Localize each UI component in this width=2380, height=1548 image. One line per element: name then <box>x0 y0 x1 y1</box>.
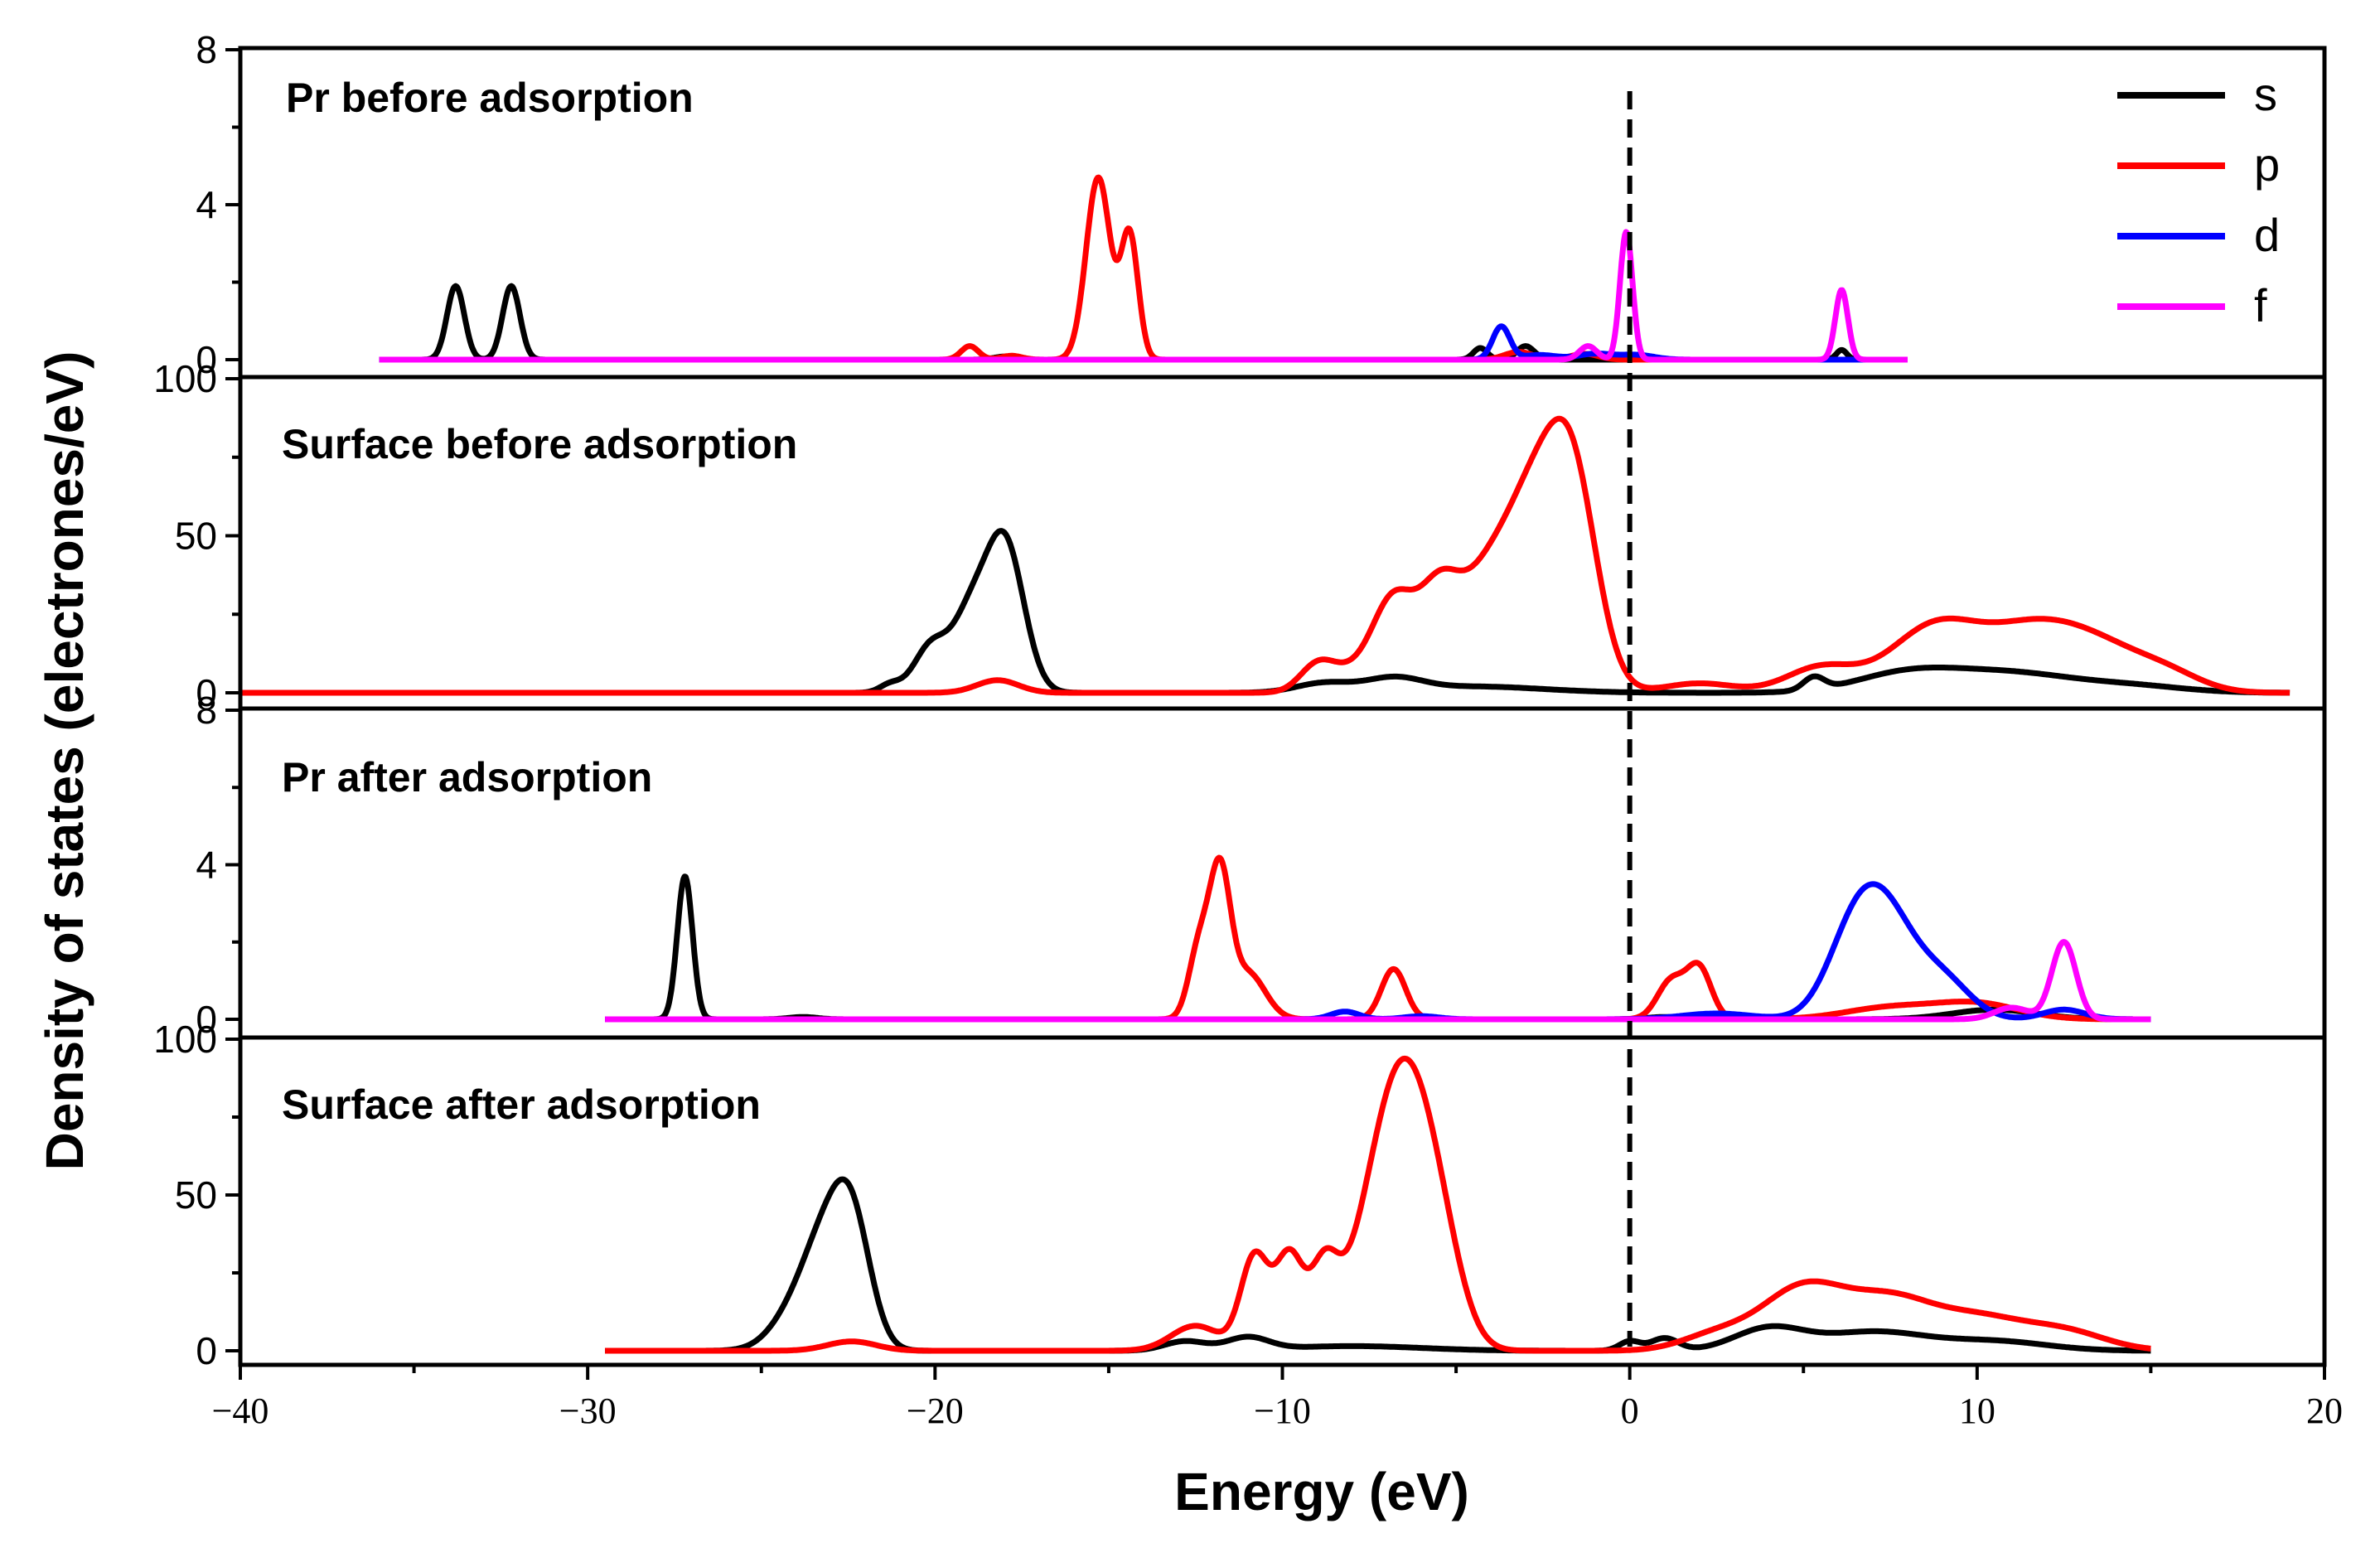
x-tick-label: −10 <box>1254 1391 1311 1431</box>
legend-label-f: f <box>2254 279 2267 331</box>
y-tick-label-surface-before-adsorption: 100 <box>153 357 217 400</box>
panel-title-surface-after: Surface after adsorption <box>282 1081 761 1128</box>
y-tick-label-surface-after-adsorption: 0 <box>196 1329 217 1372</box>
curves-surface-after <box>603 1055 2153 1354</box>
series-f-pr-before-adsorption <box>377 229 1910 363</box>
y-tick-label-pr-before-adsorption: 0 <box>196 338 217 381</box>
x-axis-title: Energy (eV) <box>1174 1462 1469 1521</box>
series-p-surface-after-adsorption <box>603 1055 2153 1354</box>
y-tick-label-surface-after-adsorption: 50 <box>175 1173 217 1217</box>
panel-title-pr-after: Pr after adsorption <box>282 754 652 801</box>
y-tick-label-pr-after-adsorption: 0 <box>196 998 217 1041</box>
series-s-surface-after-adsorption <box>603 1176 2153 1354</box>
y-tick-label-surface-after-adsorption: 100 <box>153 1018 217 1061</box>
y-axis-title: Density of states (electrones/eV) <box>35 351 94 1171</box>
y-tick-label-pr-after-adsorption: 4 <box>196 844 217 887</box>
panel-title-pr-before: Pr before adsorption <box>286 75 694 121</box>
panel-pr-after: 0 4 8 Pr after adsorption <box>196 689 2153 1041</box>
y-tick-label-surface-before-adsorption: 0 <box>196 671 217 714</box>
panel-surface-before: 0 50 100 Surface before adsorption <box>153 357 2291 714</box>
curves-pr-before <box>377 174 1910 363</box>
series-f-pr-after-adsorption <box>603 939 2153 1023</box>
x-tick-label: −30 <box>559 1391 617 1431</box>
panel-pr-before: 0 4 8 Pr before adsorption <box>196 28 1910 381</box>
y-tick-label-surface-before-adsorption: 50 <box>175 515 217 558</box>
panel-surface-after: 0 50 100 Surface after adsorption <box>153 1018 2153 1372</box>
series-p-surface-before-adsorption <box>239 415 2291 696</box>
legend-label-s: s <box>2254 68 2277 120</box>
y-ticks-surface-after: 0 50 100 <box>153 1018 240 1372</box>
x-tick-label: 20 <box>2306 1391 2343 1431</box>
legend-label-d: d <box>2254 209 2280 261</box>
panel-title-surface-before: Surface before adsorption <box>282 421 797 467</box>
x-tick-label: 0 <box>1621 1391 1639 1431</box>
y-ticks-pr-after: 0 4 8 <box>196 689 240 1041</box>
y-tick-label-pr-after-adsorption: 8 <box>196 689 217 732</box>
curves-pr-after <box>603 854 2153 1023</box>
y-tick-label-pr-before-adsorption: 4 <box>196 183 217 226</box>
x-tick-label: −40 <box>212 1391 269 1431</box>
legend: s p d f <box>2117 68 2280 331</box>
x-tick-label: −20 <box>907 1391 964 1431</box>
x-axis-ticks: −40 −30 −20 −10 0 10 20 <box>212 1365 2343 1431</box>
y-tick-label-pr-before-adsorption: 8 <box>196 28 217 71</box>
legend-label-p: p <box>2254 138 2280 191</box>
curves-surface-before <box>239 415 2291 696</box>
y-ticks-surface-before: 0 50 100 <box>153 357 240 714</box>
x-tick-label: 10 <box>1959 1391 1995 1431</box>
